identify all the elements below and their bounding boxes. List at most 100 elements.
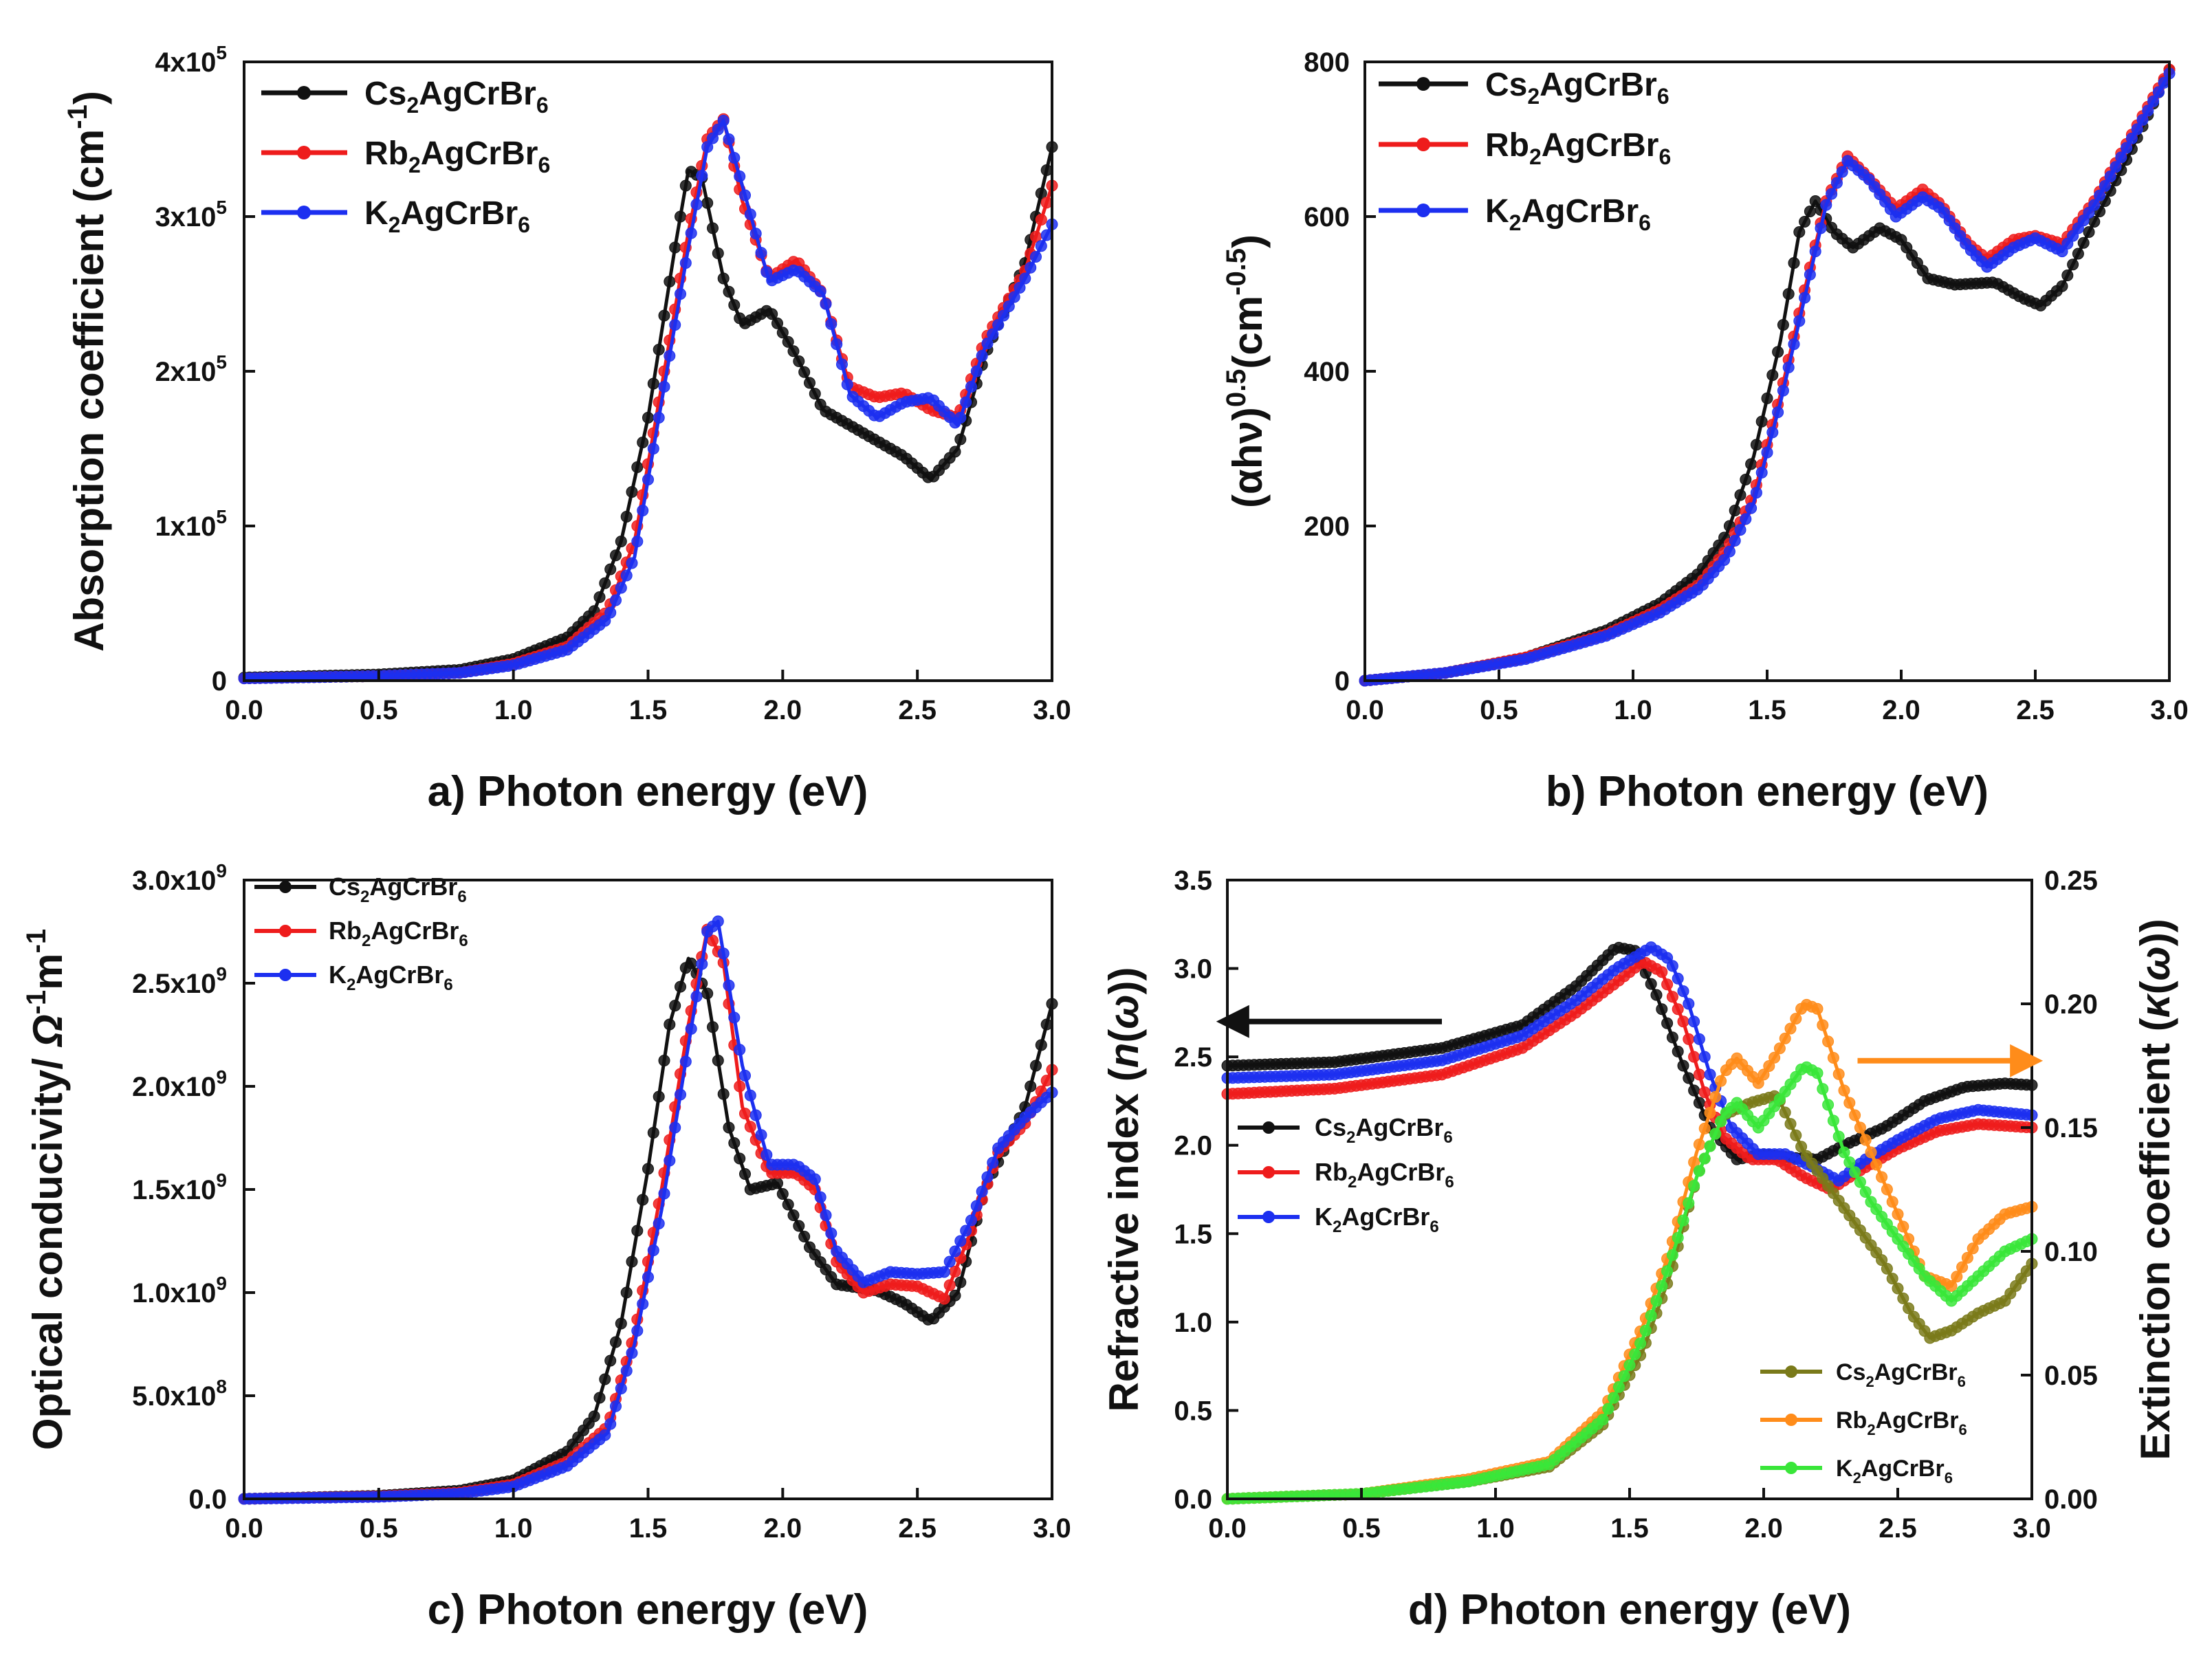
data-point — [1817, 1019, 1829, 1031]
data-point — [615, 1383, 627, 1394]
plot-area-b — [1359, 63, 2176, 687]
data-point — [1698, 1152, 1711, 1165]
data-point — [1666, 1031, 1678, 1044]
data-point — [1793, 315, 1806, 327]
data-point — [776, 327, 789, 339]
data-point — [2131, 123, 2143, 135]
data-point — [647, 443, 659, 454]
data-point — [1799, 216, 1811, 228]
data-point — [739, 1108, 751, 1120]
x-tick-label: 2.0 — [1744, 1513, 1783, 1544]
plot-area-c — [238, 915, 1058, 1505]
data-point — [1650, 989, 1663, 1001]
data-point — [1752, 1077, 1764, 1089]
data-point — [1892, 1282, 1904, 1295]
data-point — [717, 1088, 730, 1100]
data-point — [1876, 1171, 1888, 1183]
data-point — [615, 582, 627, 594]
data-point — [1666, 1249, 1678, 1261]
data-point — [723, 285, 735, 298]
data-point — [685, 1022, 697, 1035]
data-point — [707, 222, 719, 234]
x-tick-label: 1.5 — [1610, 1513, 1649, 1544]
data-point — [2088, 199, 2101, 211]
data-point — [626, 486, 638, 498]
data-point — [793, 355, 805, 367]
data-point — [1035, 214, 1047, 226]
data-point — [1784, 1118, 1797, 1130]
legend-entry: Cs2AgCrBr6 — [1760, 1359, 1966, 1390]
data-point — [1645, 1310, 1657, 1322]
x-ticks-d: 0.0 0.5 1.0 1.5 2.0 2.5 3.0 — [1208, 1488, 2051, 1544]
legend-entry: K2AgCrBr6 — [254, 961, 453, 994]
x-tick-label: 0.0 — [225, 1513, 263, 1544]
data-point — [664, 1018, 676, 1031]
series-K2AgCrBr6 — [238, 115, 1058, 685]
data-point — [1661, 952, 1674, 964]
data-point — [1672, 972, 1684, 985]
data-point — [2121, 142, 2133, 154]
data-point — [1608, 1392, 1620, 1404]
legend-entry: Cs2AgCrBr6 — [1238, 1113, 1453, 1147]
data-point — [1003, 300, 1015, 312]
data-point — [1822, 1035, 1835, 1048]
y-tick-label: 1.0x109 — [132, 1273, 227, 1308]
y-tick-label: 1.5x109 — [132, 1170, 227, 1205]
data-point — [1773, 1042, 1786, 1055]
data-point — [1693, 1165, 1705, 1177]
data-point — [664, 350, 676, 362]
data-point — [631, 1325, 644, 1337]
y-tick-label: 2.5 — [1174, 1042, 1212, 1073]
x-axis-title-b: b) Photon energy (eV) — [1546, 768, 1989, 815]
y2-ticks-d: 0.00 0.05 0.10 0.15 0.20 0.25 — [2021, 866, 2098, 1515]
data-point — [2110, 161, 2122, 173]
data-point — [653, 344, 665, 355]
data-point — [599, 577, 611, 589]
legend-label: Rb2AgCrBr6 — [1315, 1158, 1454, 1192]
y2-tick-label: 0.20 — [2044, 989, 2098, 1020]
data-point — [766, 308, 778, 320]
series-line — [1227, 1093, 2034, 1501]
data-point — [604, 563, 617, 575]
legend-label: Rb2AgCrBr6 — [364, 135, 550, 177]
data-point — [1799, 292, 1811, 304]
data-point — [981, 338, 994, 349]
data-point — [599, 1429, 611, 1441]
data-point — [631, 1225, 644, 1237]
data-point — [1782, 361, 1795, 373]
data-point — [1782, 288, 1795, 300]
data-point — [610, 1400, 622, 1412]
data-point — [836, 358, 848, 371]
y-axis-title-d: Refractive index (n(ω)) — [1101, 967, 1147, 1412]
data-point — [1897, 1220, 1909, 1233]
data-point — [1040, 197, 1053, 209]
data-point — [631, 461, 644, 473]
legend-label: K2AgCrBr6 — [329, 961, 453, 994]
data-point — [1788, 257, 1800, 269]
data-point — [620, 511, 633, 523]
data-point — [820, 1209, 832, 1221]
data-point — [1849, 1166, 1861, 1178]
data-point — [675, 1088, 686, 1101]
data-point — [1843, 1156, 1856, 1168]
legend-entry: Rb2AgCrBr6 — [1379, 127, 1671, 169]
data-point — [631, 536, 644, 547]
data-point — [831, 338, 843, 351]
data-point — [1811, 1002, 1824, 1015]
data-point — [1745, 502, 1757, 514]
data-point — [658, 309, 670, 322]
y2-tick-label: 0.15 — [2044, 1113, 2098, 1143]
data-point — [1645, 978, 1657, 990]
data-point — [1761, 446, 1773, 459]
data-point — [1777, 319, 1789, 331]
data-point — [1040, 229, 1053, 241]
data-point — [1729, 534, 1741, 547]
legend-entry: Cs2AgCrBr6 — [261, 76, 549, 118]
data-point — [1709, 1128, 1722, 1140]
data-point — [620, 569, 633, 582]
data-point — [599, 615, 611, 627]
plot-area-d — [1221, 941, 2038, 1505]
data-point — [642, 474, 654, 485]
data-point — [604, 1418, 617, 1430]
x-axis-title-a: a) Photon energy (eV) — [428, 768, 868, 815]
